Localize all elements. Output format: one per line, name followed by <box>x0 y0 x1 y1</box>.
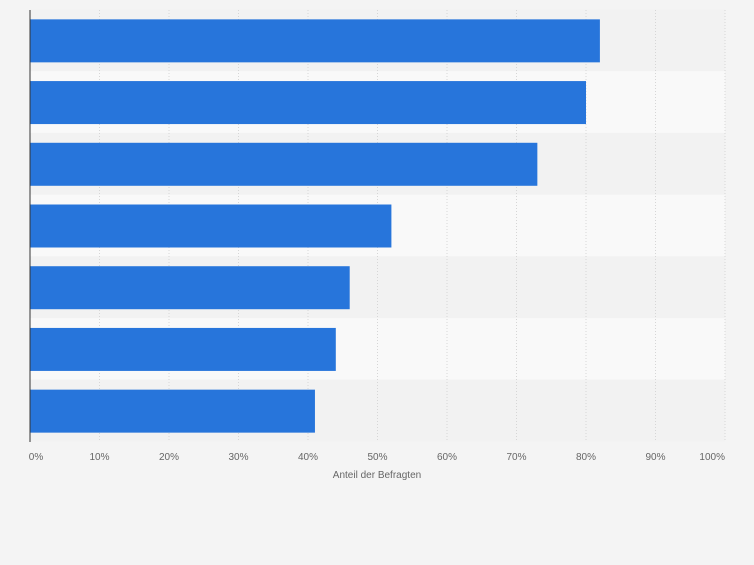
x-tick-label: 100% <box>699 452 725 463</box>
bar[interactable] <box>30 327 336 371</box>
bar[interactable] <box>30 389 315 433</box>
x-tick-label: 60% <box>437 452 457 463</box>
x-tick-label: 90% <box>645 452 665 463</box>
bar[interactable] <box>30 142 538 186</box>
x-axis-title: Anteil der Befragten <box>333 470 421 481</box>
x-tick-label: 20% <box>159 452 179 463</box>
x-tick-label: 30% <box>228 452 248 463</box>
bar[interactable] <box>30 81 586 125</box>
bar[interactable] <box>30 204 392 248</box>
bars <box>30 19 600 433</box>
x-tick-label: 70% <box>506 452 526 463</box>
x-axis-ticks: 0% 10% 20% 30% 40% 50% 60% 70% 80% 90% 100% <box>29 452 725 463</box>
bar[interactable] <box>30 19 600 63</box>
x-tick-label: 40% <box>298 452 318 463</box>
bar[interactable] <box>30 266 350 310</box>
x-tick-label: 50% <box>367 452 387 463</box>
x-tick-label: 10% <box>89 452 109 463</box>
x-tick-label: 0% <box>29 452 44 463</box>
x-tick-label: 80% <box>576 452 596 463</box>
